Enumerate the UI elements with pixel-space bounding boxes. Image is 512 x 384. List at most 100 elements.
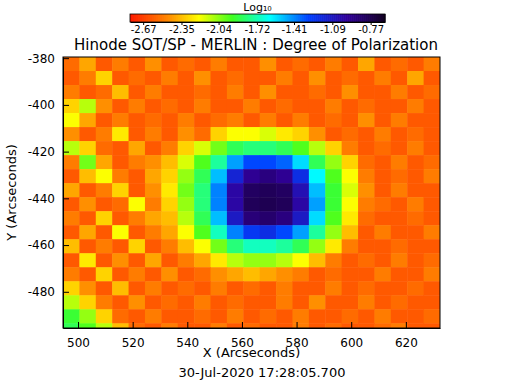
heatmap-cell (260, 323, 277, 328)
heatmap-cell (424, 113, 440, 128)
heatmap-cell (309, 197, 326, 212)
heatmap-cell (325, 295, 342, 310)
heatmap-cell (227, 85, 244, 100)
heatmap-cell (374, 155, 391, 170)
heatmap-cell (194, 57, 211, 72)
heatmap-cell (325, 141, 342, 156)
heatmap-cell (79, 141, 96, 156)
heatmap-cell (260, 71, 277, 86)
heatmap-cell (178, 323, 195, 328)
heatmap-cell (374, 267, 391, 282)
heatmap-cell (325, 113, 342, 128)
heatmap-cell (227, 169, 244, 184)
heatmap-cell (96, 309, 113, 324)
heatmap-cell (358, 309, 375, 324)
heatmap-cell (424, 71, 440, 86)
heatmap-cell (260, 183, 277, 198)
colorbar-tick-label: -2.35 (169, 24, 195, 35)
heatmap-cell (374, 113, 391, 128)
heatmap-cell (227, 309, 244, 324)
heatmap-cell (145, 281, 162, 296)
heatmap-cell (161, 211, 178, 226)
heatmap-cell (342, 309, 359, 324)
heatmap-cell (276, 197, 293, 212)
x-tick-mark (187, 322, 188, 328)
heatmap-cell (260, 281, 277, 296)
heatmap-cell (79, 113, 96, 128)
heatmap-cell (129, 225, 146, 240)
heatmap-cell (424, 127, 440, 142)
heatmap-cell (211, 309, 228, 324)
y-tick-label: -460 (28, 238, 55, 252)
heatmap-cell (129, 211, 146, 226)
heatmap-cell (194, 267, 211, 282)
heatmap-cell (194, 71, 211, 86)
heatmap-cell (129, 57, 146, 72)
heatmap-cell (63, 281, 80, 296)
heatmap-cell (161, 113, 178, 128)
heatmap-cell (63, 225, 80, 240)
heatmap-cell (112, 183, 129, 198)
heatmap-cell (407, 141, 424, 156)
heatmap-cell (211, 99, 228, 114)
heatmap-cell (79, 71, 96, 86)
heatmap-cell (161, 127, 178, 142)
heatmap-cell (79, 225, 96, 240)
heatmap-cell (260, 211, 277, 226)
heatmap-cell (243, 239, 260, 254)
heatmap-cell (79, 99, 96, 114)
colorbar-tick-label: -0.77 (358, 24, 384, 35)
heatmap-cell (211, 57, 228, 72)
heatmap-cell (374, 197, 391, 212)
heatmap-cell (63, 309, 80, 324)
heatmap-cell (276, 127, 293, 142)
heatmap-cell (260, 155, 277, 170)
heatmap-cell (292, 281, 309, 296)
heatmap-cell (112, 197, 129, 212)
heatmap-cell (374, 85, 391, 100)
heatmap-cell (129, 183, 146, 198)
heatmap-cell (358, 155, 375, 170)
heatmap-cell (424, 183, 440, 198)
heatmap-cell (342, 239, 359, 254)
heatmap-cell (145, 85, 162, 100)
heatmap-cell (96, 211, 113, 226)
heatmap-cell (358, 267, 375, 282)
heatmap-cell (260, 267, 277, 282)
heatmap-cell (211, 85, 228, 100)
colorbar-title: Log₁₀ (243, 1, 272, 14)
heatmap-cell (79, 127, 96, 142)
heatmap-cell (243, 57, 260, 72)
heatmap-cell (194, 225, 211, 240)
heatmap-cell (161, 253, 178, 268)
heatmap-cell (243, 225, 260, 240)
heatmap-cell (178, 99, 195, 114)
heatmap-cell (276, 99, 293, 114)
colorbar-axis-line (131, 22, 386, 23)
heatmap-cell (145, 71, 162, 86)
heatmap-cell (309, 99, 326, 114)
heatmap-cell (276, 239, 293, 254)
heatmap-cell (276, 183, 293, 198)
heatmap-cell (292, 127, 309, 142)
heatmap-cell (276, 309, 293, 324)
heatmap-cell (227, 183, 244, 198)
heatmap-cell (260, 239, 277, 254)
heatmap-cell (374, 281, 391, 296)
heatmap-cell (178, 197, 195, 212)
heatmap-cell (325, 323, 342, 328)
y-tick-mark (63, 105, 69, 106)
colorbar-tick: -2.35 (169, 22, 195, 35)
heatmap-cell (391, 113, 408, 128)
y-tick: -460 (28, 238, 69, 252)
x-tick-label: 600 (340, 336, 363, 350)
heatmap-cell (96, 141, 113, 156)
heatmap-cell (374, 225, 391, 240)
heatmap-cell (178, 239, 195, 254)
heatmap-cell (194, 281, 211, 296)
heatmap-cell (407, 127, 424, 142)
heatmap-cell (145, 183, 162, 198)
heatmap-cell (407, 211, 424, 226)
heatmap-cell (424, 85, 440, 100)
heatmap-cell (194, 197, 211, 212)
